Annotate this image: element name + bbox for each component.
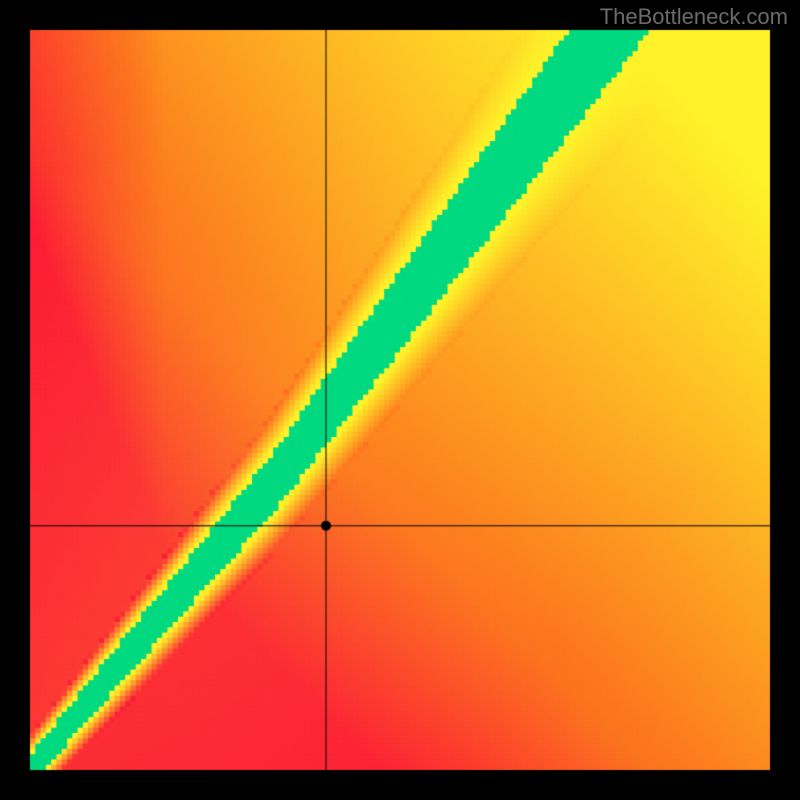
heatmap-canvas xyxy=(0,0,800,800)
chart-container: TheBottleneck.com xyxy=(0,0,800,800)
attribution-text: TheBottleneck.com xyxy=(600,4,788,30)
